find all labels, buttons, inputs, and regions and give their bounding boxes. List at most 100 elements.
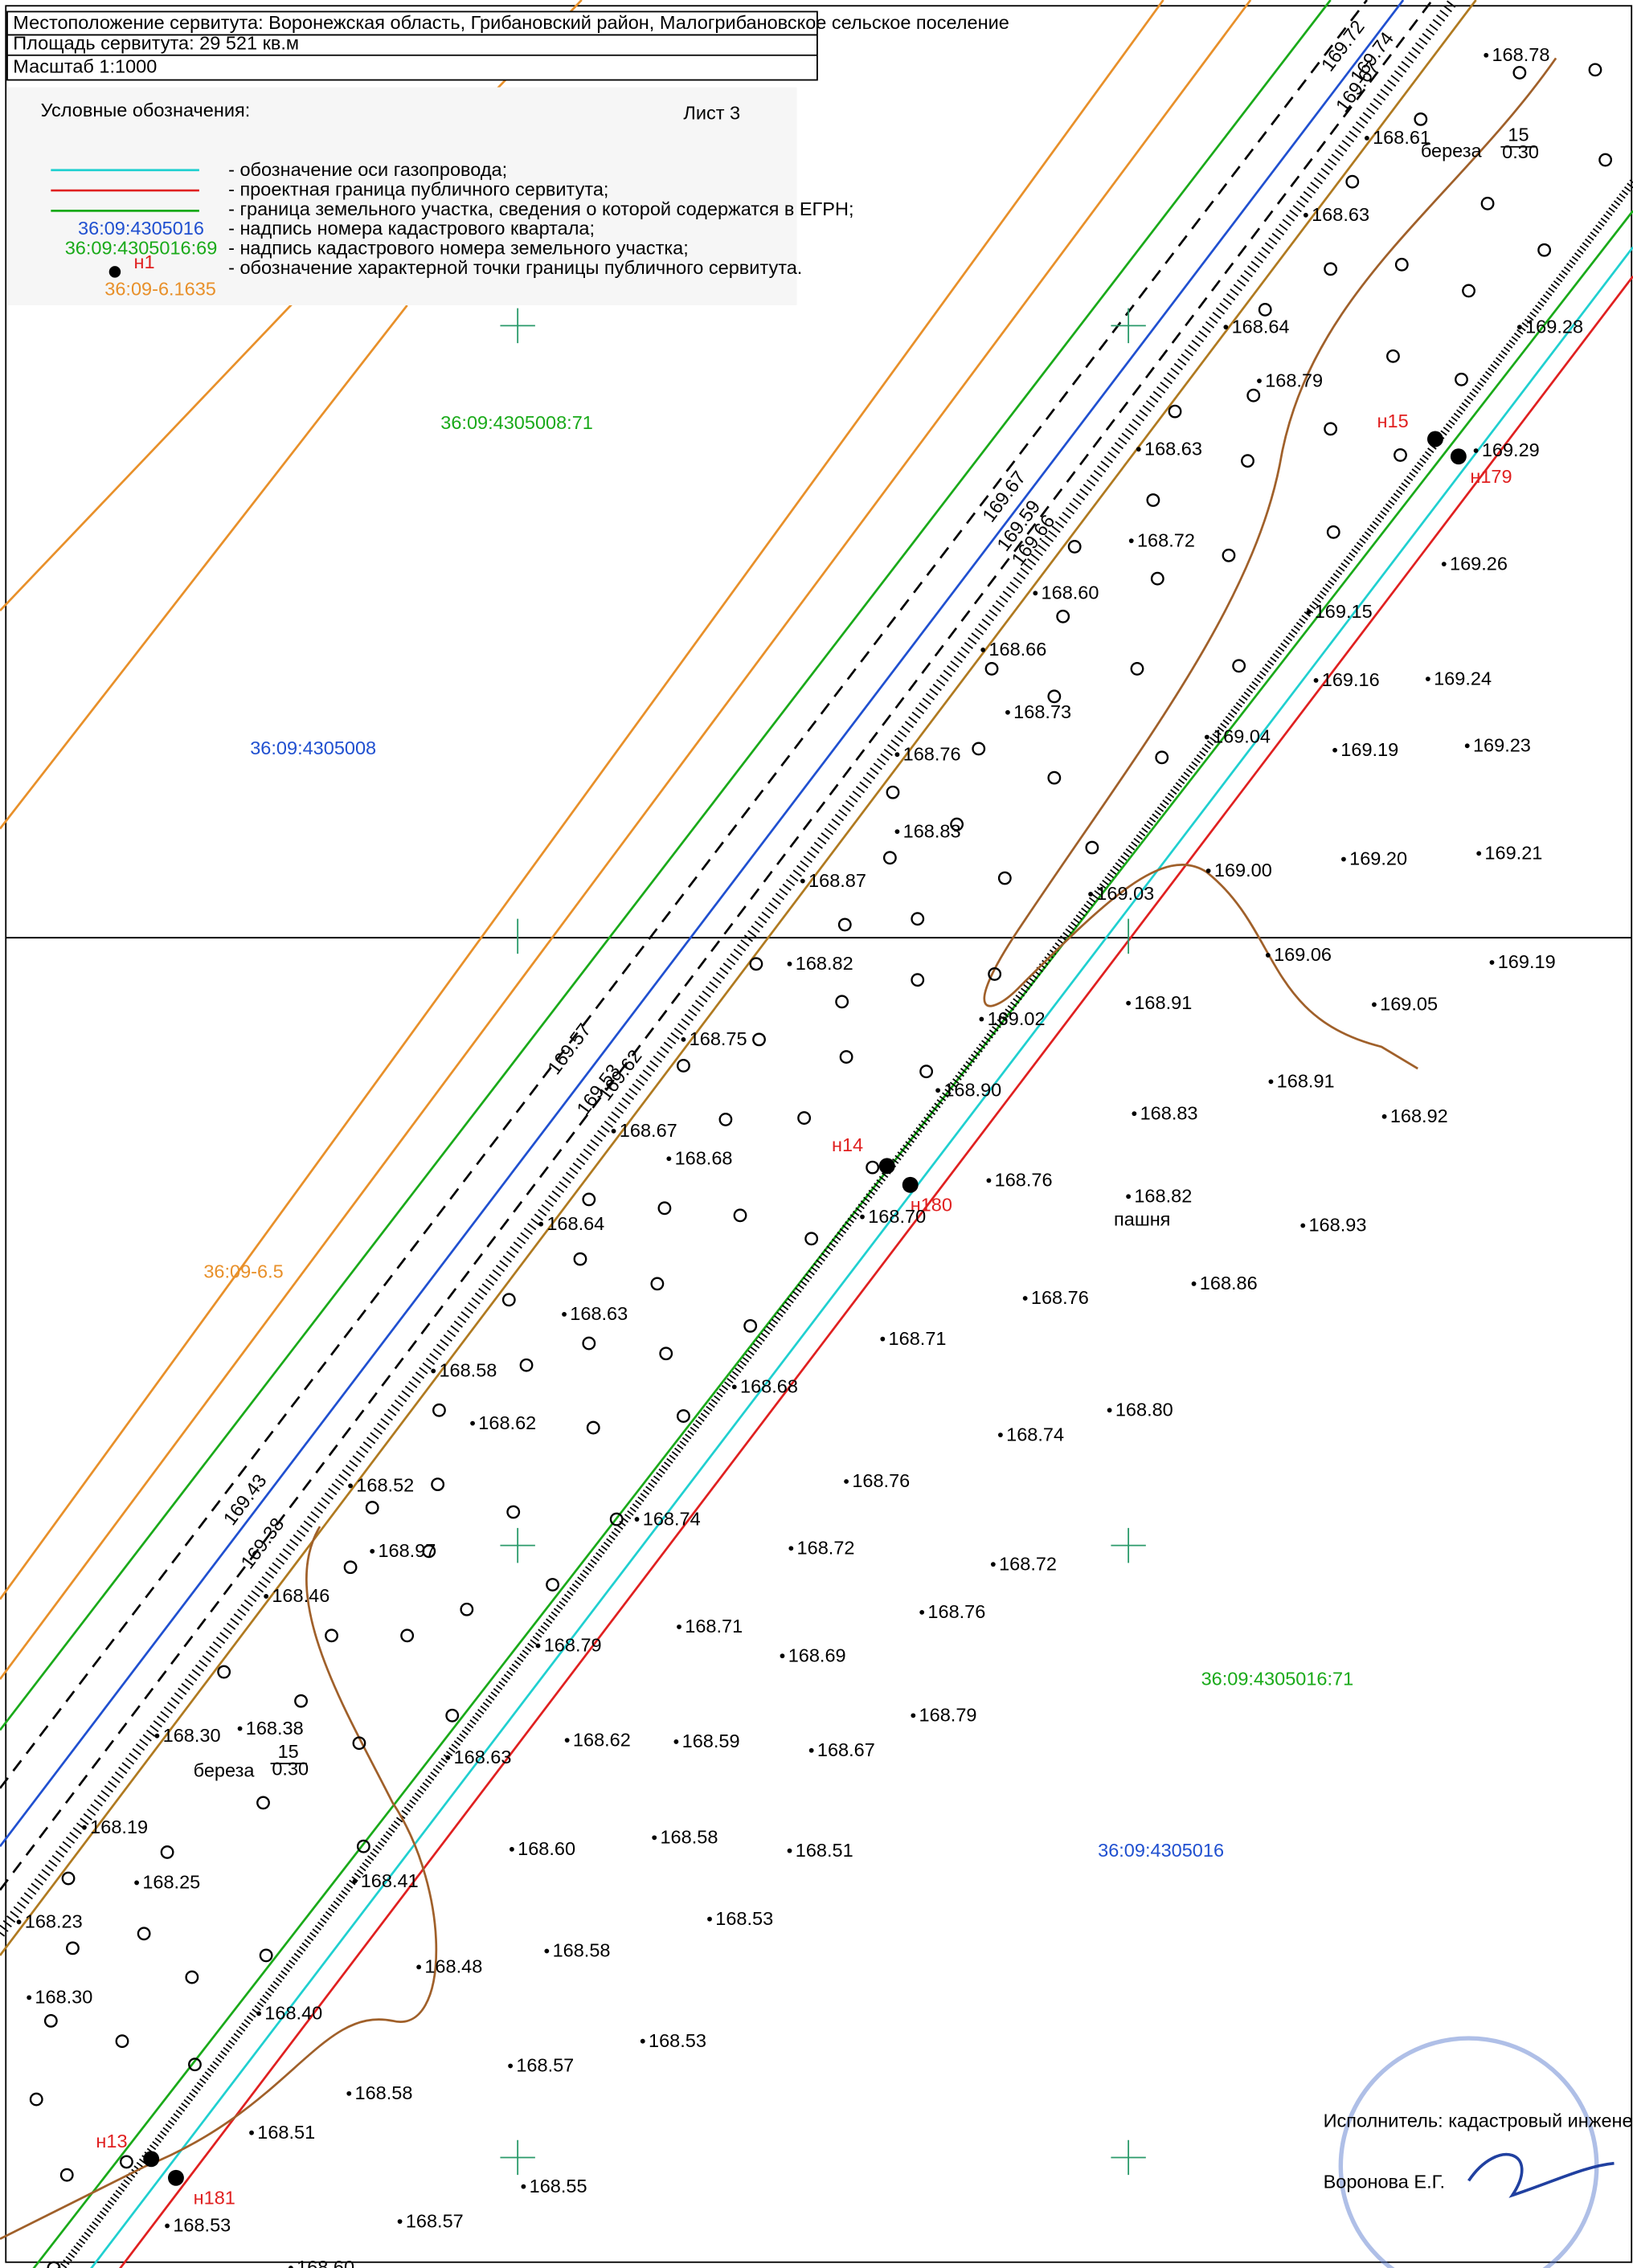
elevation-dot bbox=[1473, 448, 1479, 453]
legend-text: - граница земельного участка, сведения о… bbox=[228, 198, 853, 219]
survey-circle bbox=[752, 1032, 766, 1047]
survey-circle bbox=[1222, 548, 1236, 562]
elevation-label: 168.76 bbox=[852, 1470, 910, 1491]
survey-circle bbox=[1326, 525, 1340, 539]
boundary-point bbox=[878, 1158, 895, 1175]
elevation-dot bbox=[935, 1088, 940, 1093]
legend-text: - надпись кадастрового номера земельного… bbox=[228, 238, 689, 259]
survey-circle bbox=[1146, 493, 1160, 507]
survey-circle bbox=[950, 817, 964, 832]
elevation-label: 168.30 bbox=[163, 1725, 221, 1746]
survey-circle bbox=[1241, 454, 1254, 468]
elevation-dot bbox=[1204, 734, 1209, 740]
elevation-label: 168.51 bbox=[257, 2122, 315, 2143]
survey-circle bbox=[1324, 422, 1338, 436]
elevation-dot bbox=[980, 648, 986, 652]
elevation-label: 168.41 bbox=[361, 1870, 419, 1891]
survey-circle bbox=[1394, 447, 1407, 462]
tree-diameter: 0.30 bbox=[1502, 141, 1539, 162]
elevation-label: 169.20 bbox=[1349, 848, 1407, 869]
point-label: н13 bbox=[96, 2131, 127, 2152]
elevation-label: 168.90 bbox=[943, 1079, 1001, 1100]
elevation-label: 169.03 bbox=[1096, 883, 1154, 904]
elevation-label: 168.58 bbox=[660, 1827, 718, 1848]
elevation-label: 168.79 bbox=[544, 1635, 602, 1656]
survey-circle bbox=[886, 785, 900, 799]
legend-sample: 36:09:4305016 bbox=[78, 218, 204, 239]
survey-circle bbox=[1324, 262, 1338, 276]
elevation-label: 168.71 bbox=[685, 1616, 743, 1637]
elevation-label: 168.58 bbox=[553, 1940, 611, 1961]
elevation-dot bbox=[1313, 678, 1319, 683]
green-line bbox=[0, 0, 1332, 1731]
point-label: н14 bbox=[832, 1134, 863, 1155]
elevation-dot bbox=[1332, 747, 1337, 753]
elevation-label: 168.72 bbox=[797, 1537, 855, 1558]
elevation-dot bbox=[564, 1738, 570, 1743]
elevation-dot bbox=[673, 1739, 679, 1744]
elevation-dot bbox=[1205, 868, 1211, 873]
elevation-dot bbox=[1341, 856, 1346, 862]
survey-circle bbox=[1056, 609, 1070, 623]
survey-circle bbox=[1386, 349, 1400, 363]
boundary-hatch bbox=[57, 179, 1633, 2268]
survey-circle bbox=[59, 2168, 74, 2182]
elevation-dot bbox=[264, 1594, 269, 1599]
survey-circle bbox=[431, 1477, 445, 1492]
survey-circle bbox=[1130, 662, 1144, 676]
survey-circle bbox=[911, 973, 925, 987]
elevation-dot bbox=[154, 1733, 160, 1739]
legend-text: - надпись номера кадастрового квартала; bbox=[228, 218, 595, 239]
elevation-label: 168.79 bbox=[919, 1705, 977, 1726]
survey-circle bbox=[1085, 840, 1099, 855]
elevation-dot bbox=[640, 2038, 645, 2044]
elevation-label: 168.52 bbox=[356, 1475, 414, 1496]
elevation-dot bbox=[521, 2184, 526, 2189]
elevation-dot bbox=[352, 1878, 358, 1884]
elevation-dot bbox=[16, 1919, 22, 1925]
point-label: н179 bbox=[1470, 466, 1512, 487]
elevation-dot bbox=[681, 1036, 686, 1042]
pipe-axis bbox=[0, 0, 1405, 1848]
elevation-dot bbox=[1022, 1296, 1028, 1301]
survey-circle bbox=[677, 1409, 690, 1423]
elevation-label: 169.06 bbox=[1274, 944, 1332, 965]
elevation-label: 168.23 bbox=[25, 1911, 83, 1932]
elevation-dot bbox=[27, 1995, 32, 2000]
elevation-label: 168.76 bbox=[995, 1170, 1053, 1191]
survey-circle bbox=[1480, 196, 1495, 210]
survey-circle bbox=[988, 967, 1002, 981]
elevation-dot bbox=[1381, 1114, 1387, 1119]
elevation-dot bbox=[894, 752, 900, 758]
elevation-dot bbox=[1484, 52, 1489, 58]
elevation-label: 168.92 bbox=[1390, 1105, 1448, 1126]
elevation-label: 169.05 bbox=[1380, 994, 1438, 1015]
elevation-dot bbox=[1476, 851, 1482, 856]
elevation-dot bbox=[787, 961, 792, 966]
survey-circle bbox=[343, 1560, 358, 1575]
elevation-dot bbox=[1257, 378, 1262, 384]
legend-text: - обозначение характерной точки границы … bbox=[228, 257, 802, 278]
survey-circle bbox=[733, 1208, 747, 1223]
elevation-label: 168.63 bbox=[454, 1747, 512, 1767]
elevation-dot bbox=[986, 1178, 992, 1183]
elevation-label: 168.30 bbox=[35, 1987, 92, 2008]
elevation-label: 169.23 bbox=[1473, 735, 1531, 756]
elevation-dot bbox=[911, 1713, 916, 1718]
survey-circle bbox=[460, 1602, 474, 1616]
header-box bbox=[6, 10, 818, 81]
elevation-dot bbox=[1128, 538, 1134, 544]
elevation-dot bbox=[134, 1880, 139, 1886]
survey-circle bbox=[839, 1050, 853, 1065]
elevation-label: 168.53 bbox=[649, 2030, 706, 2051]
elevation-dot bbox=[1126, 1000, 1132, 1006]
elevation-label: 168.86 bbox=[1200, 1273, 1258, 1293]
elevation-label: 168.68 bbox=[675, 1148, 733, 1169]
elevation-dot bbox=[416, 1964, 422, 1970]
dashed-line bbox=[0, 0, 1434, 1891]
parcel-label: 36:09-6.5 bbox=[203, 1261, 283, 1282]
elevation-dot bbox=[1441, 562, 1447, 567]
elevation-label: 168.73 bbox=[1013, 701, 1071, 722]
survey-circle bbox=[185, 1970, 199, 1984]
grid-crosses bbox=[500, 308, 1146, 2176]
